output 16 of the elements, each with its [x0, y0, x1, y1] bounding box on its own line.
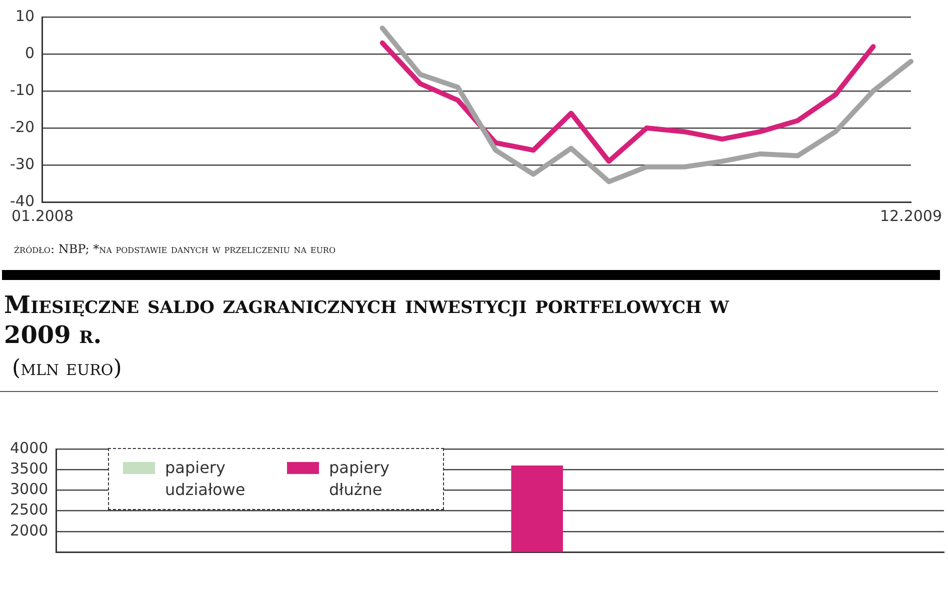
x-tick-label: 12.2009 [880, 206, 942, 225]
y-tick-label: 0 [24, 44, 34, 62]
legend-label: papiery dłużne [329, 457, 390, 501]
chart-subtitle: (mln euro) [12, 356, 123, 381]
y-tick-label: 3500 [10, 459, 48, 478]
legend-label: papiery udziałowe [165, 457, 246, 501]
y-tick-label: 2500 [10, 500, 48, 519]
y-tick-label: 2000 [10, 521, 48, 540]
y-tick-label: -10 [10, 80, 34, 99]
y-tick-label: -30 [10, 154, 34, 173]
y-tick-label: 4000 [10, 438, 48, 457]
y-tick-label: 10 [15, 6, 34, 25]
chart-title: Miesięczne saldo zagranicznych inwestycji portfelowych w 2009 r. [4, 290, 730, 350]
y-tick-label: 3000 [10, 480, 48, 498]
y-tick-label: -20 [10, 118, 34, 136]
text: źródło: NBP; *na podstawie danych w przeliczeniu na euro [14, 242, 337, 256]
